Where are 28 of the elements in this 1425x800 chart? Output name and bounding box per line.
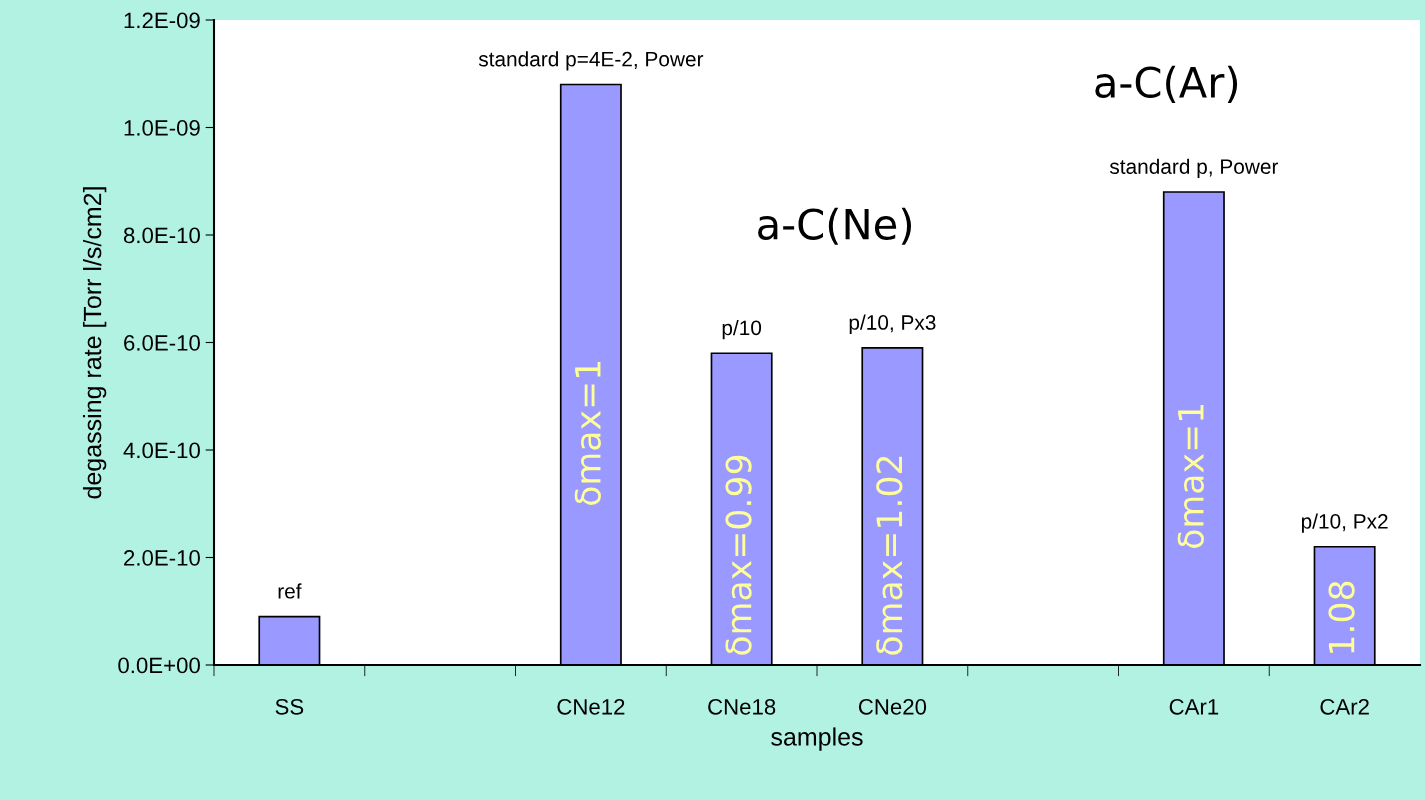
annotation: 1.08 <box>1328 581 1355 653</box>
annotation: p/10 <box>722 319 762 340</box>
x-axis-title: samples <box>771 727 863 751</box>
x-tick-label: CNe12 <box>557 698 625 715</box>
y-tick-label: 1.2E-09 <box>124 12 200 29</box>
x-tick-label: CAr1 <box>1169 698 1219 715</box>
y-tick-label: 4.0E-10 <box>123 442 200 459</box>
x-tick-label: CAr2 <box>1320 698 1369 715</box>
annotation: δmax=0.99 <box>725 455 752 655</box>
x-tick-label: CNe18 <box>708 698 776 715</box>
annotation: ref <box>278 583 302 599</box>
annotation: a-C(Ne) <box>758 207 911 245</box>
x-tick-label: CNe20 <box>858 698 927 715</box>
annotation: p/10, Px2 <box>1301 513 1388 533</box>
y-tick-label: 1.0E-09 <box>124 120 200 136</box>
annotation: standard p=4E-2, Power <box>478 51 704 71</box>
annotation: δmax=1 <box>574 361 601 505</box>
annotation: p/10, Px3 <box>849 314 936 334</box>
annotation: δmax=1.02 <box>876 456 903 655</box>
y-axis-title: degassing rate [Torr l/s/cm2] <box>82 187 107 499</box>
annotation: a-C(Ar) <box>1095 65 1238 103</box>
y-tick-label: 6.0E-10 <box>124 335 200 351</box>
x-tick-label: SS <box>275 698 304 715</box>
y-tick-label: 8.0E-10 <box>123 227 200 244</box>
annotation: standard p, Power <box>1109 158 1279 179</box>
y-tick-label: 0.0E+00 <box>118 657 200 674</box>
annotation: δmax=1 <box>1177 404 1204 548</box>
y-tick-label: 2.0E-10 <box>124 550 200 566</box>
